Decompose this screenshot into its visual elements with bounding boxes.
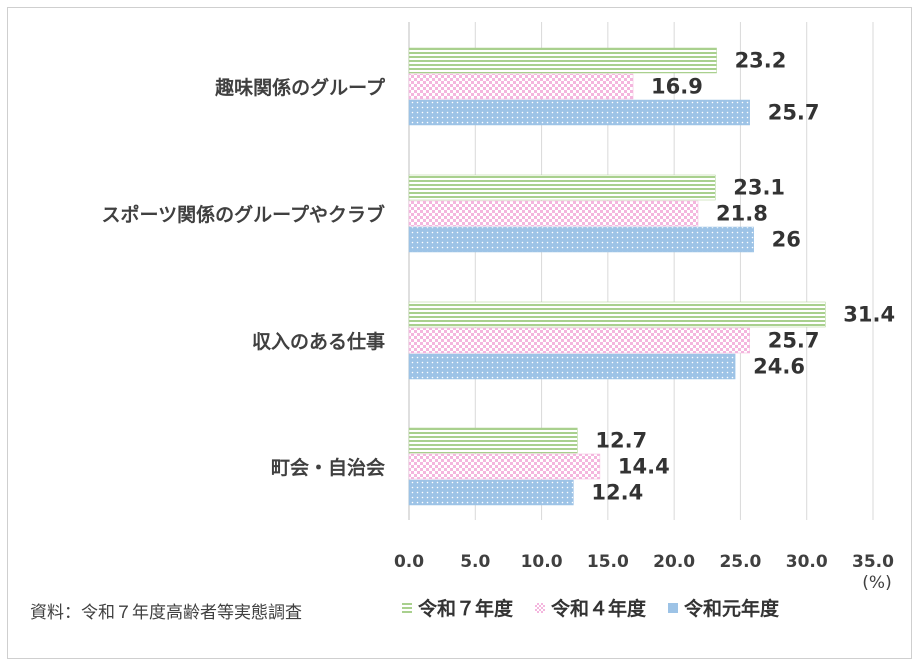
legend-label-r7: 令和７年度 — [418, 598, 514, 620]
bar — [408, 73, 634, 100]
data-label: 24.6 — [753, 355, 805, 379]
data-label: 21.8 — [716, 202, 768, 226]
legend-item-r4: 令和４年度 — [535, 594, 646, 621]
data-label: 12.4 — [591, 481, 643, 505]
category-label: 町会・自治会 — [271, 456, 385, 479]
legend-label-r1: 令和元年度 — [684, 598, 780, 620]
legend-swatch-r1 — [668, 602, 679, 613]
legend-item-r7: 令和７年度 — [402, 594, 513, 621]
bar — [408, 427, 578, 454]
data-label: 14.4 — [618, 455, 670, 479]
data-label: 26 — [772, 228, 801, 252]
bar — [408, 47, 717, 74]
category-label: 趣味関係のグループ — [214, 76, 386, 99]
bar — [408, 327, 750, 354]
bar — [408, 226, 754, 253]
bar — [408, 479, 574, 506]
bar — [408, 99, 750, 126]
source-note: 資料：令和７年度高齢者等実態調査 — [30, 603, 302, 623]
x-tick-label: 5.0 — [460, 552, 490, 572]
x-tick-label: 15.0 — [587, 552, 629, 572]
x-tick-label: 30.0 — [786, 552, 828, 572]
x-tick-label: 0.0 — [394, 552, 424, 572]
unit-label: (%) — [862, 573, 891, 593]
bar — [408, 453, 601, 480]
legend-swatch-r7 — [402, 602, 412, 613]
bar — [408, 353, 736, 380]
legend-swatch-r4 — [535, 602, 546, 613]
x-tick-label: 25.0 — [719, 552, 761, 572]
data-label: 25.7 — [768, 101, 820, 125]
data-label: 31.4 — [843, 303, 895, 327]
bar — [408, 174, 716, 201]
bar — [408, 200, 699, 227]
x-tick-label: 10.0 — [521, 552, 563, 572]
legend: 令和７年度 令和４年度 令和元年度 — [402, 594, 779, 621]
bar — [408, 301, 826, 328]
data-label: 12.7 — [595, 429, 647, 453]
category-label: 収入のある仕事 — [252, 330, 385, 353]
x-tick-label: 20.0 — [653, 552, 695, 572]
category-label: スポーツ関係のグループやクラブ — [102, 203, 385, 226]
data-label: 25.7 — [768, 329, 820, 353]
data-label: 23.1 — [733, 176, 785, 200]
x-tick-label: 35.0 — [852, 552, 894, 572]
chart-frame — [7, 7, 912, 659]
legend-item-r1: 令和元年度 — [668, 594, 779, 621]
data-label: 23.2 — [735, 49, 787, 73]
data-label: 16.9 — [651, 75, 703, 99]
legend-label-r4: 令和４年度 — [551, 598, 647, 620]
